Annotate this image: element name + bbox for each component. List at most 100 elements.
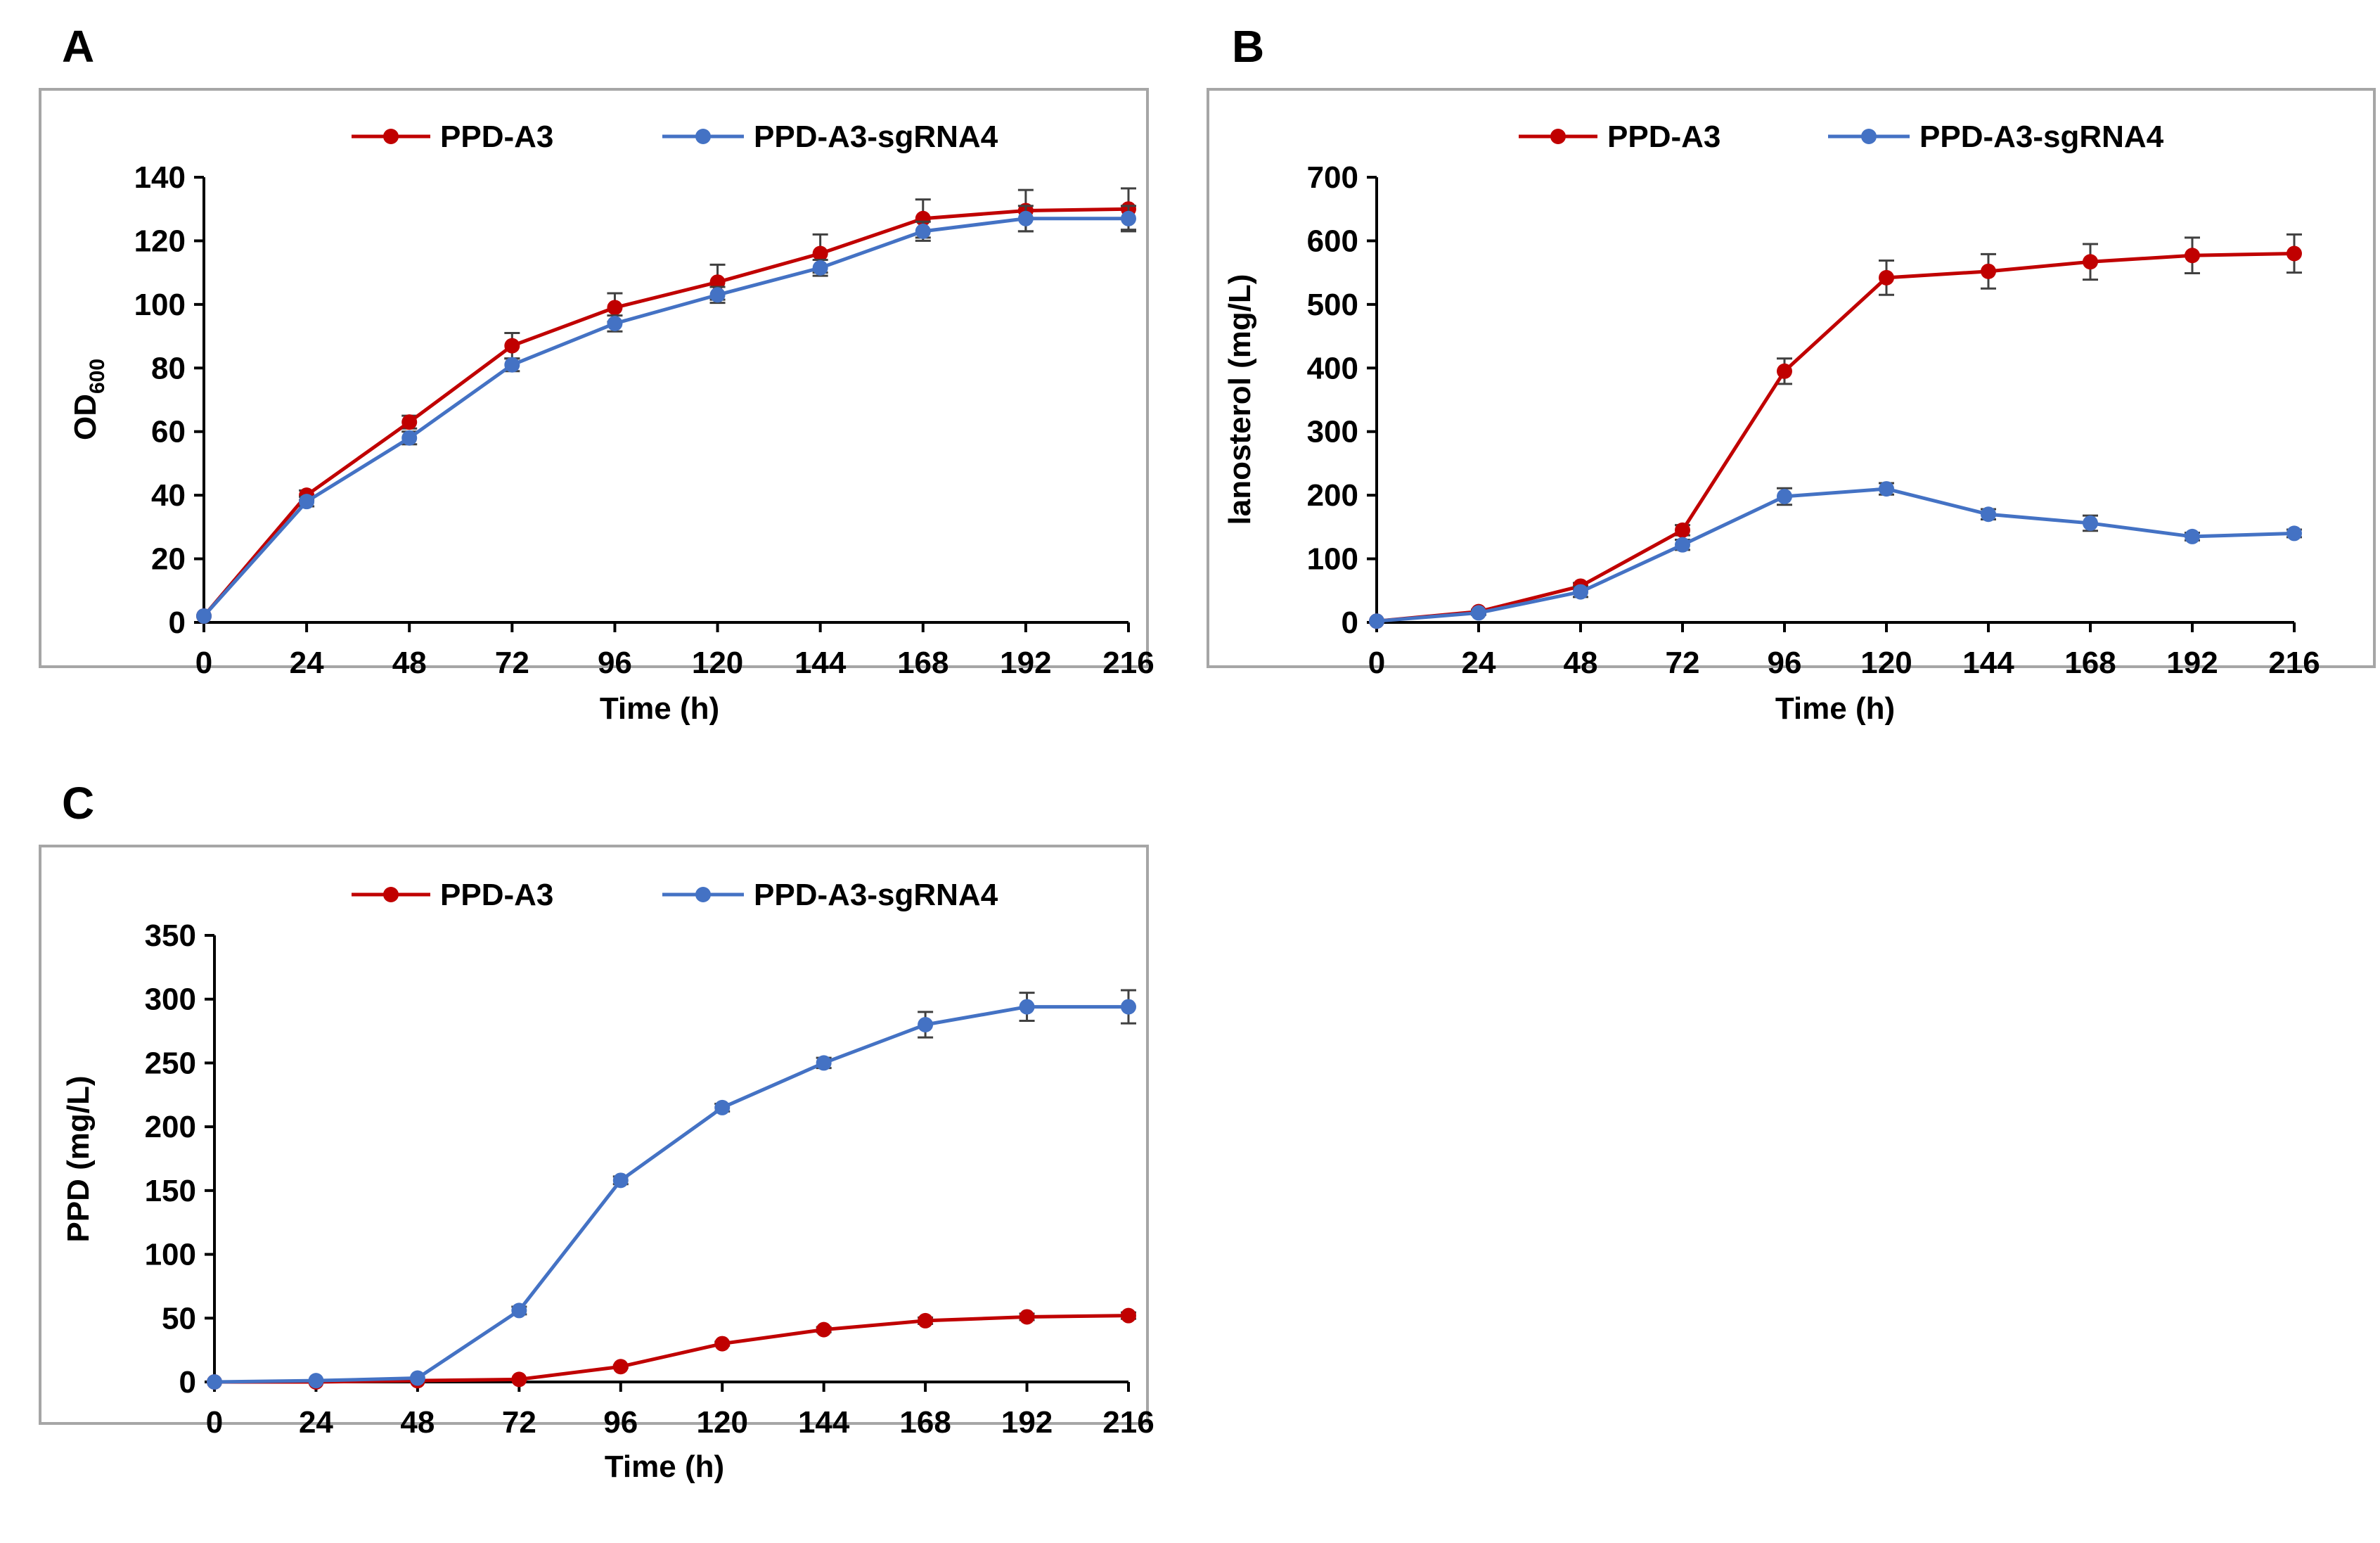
legend-marker <box>383 129 399 144</box>
x-axis-title: Time (h) <box>1775 691 1895 726</box>
y-tick-label: 0 <box>179 1365 196 1400</box>
data-point <box>1573 584 1588 600</box>
data-point <box>1879 269 1894 286</box>
data-point <box>714 1099 731 1115</box>
series-PPD-A3-sgRNA4 <box>196 205 1136 624</box>
y-axis-title: OD600 <box>68 359 109 440</box>
x-tick-label: 144 <box>795 646 847 680</box>
legend: PPD-A3 PPD-A3-sgRNA4 <box>352 878 998 912</box>
x-tick-label: 216 <box>2268 646 2320 680</box>
series-PPD-A3-sgRNA4 <box>207 989 1136 1390</box>
y-tick-label: 350 <box>145 918 196 953</box>
x-tick-label: 24 <box>299 1405 333 1440</box>
series-line <box>202 207 1129 617</box>
data-point <box>504 357 520 373</box>
legend-label: PPD-A3 <box>440 878 553 912</box>
panel-label: C <box>62 778 94 828</box>
y-axis-title: lanosterol (mg/L) <box>1223 274 1257 525</box>
x-tick-label: 48 <box>1564 646 1598 680</box>
data-point <box>299 494 315 510</box>
legend-label: PPD-A3-sgRNA4 <box>754 120 998 154</box>
data-point <box>714 1336 731 1352</box>
data-point <box>1471 605 1486 621</box>
y-tick-label: 100 <box>134 288 186 322</box>
data-point <box>709 287 726 303</box>
x-tick-label: 72 <box>1666 646 1700 680</box>
data-point <box>1121 210 1136 226</box>
chart-frame <box>39 88 1149 668</box>
x-tick-label: 168 <box>897 646 948 680</box>
data-point <box>2286 245 2302 262</box>
data-point <box>607 315 623 331</box>
y-tick-label: 200 <box>1307 478 1358 513</box>
data-point <box>812 245 828 262</box>
series-line <box>214 1005 1128 1384</box>
y-tick-label: 80 <box>151 351 186 385</box>
data-point <box>1675 522 1690 538</box>
data-point <box>1981 506 1996 523</box>
legend-label: PPD-A3-sgRNA4 <box>1919 120 2164 154</box>
y-tick-label: 500 <box>1307 288 1358 322</box>
x-tick-label: 72 <box>495 646 529 680</box>
data-point <box>816 1055 832 1071</box>
y-tick-label: 400 <box>1307 351 1358 385</box>
data-point <box>2083 515 2098 531</box>
series-line <box>1376 252 2295 623</box>
data-point <box>2083 254 2098 270</box>
panel-label: B <box>1232 21 1264 72</box>
x-tick-label: 0 <box>1368 646 1385 680</box>
y-tick-label: 200 <box>145 1110 196 1144</box>
series-line <box>1376 487 2295 623</box>
data-point <box>504 338 520 354</box>
y-tick-label: 150 <box>145 1174 196 1208</box>
legend: PPD-A3 PPD-A3-sgRNA4 <box>1519 120 2164 154</box>
y-axis-title-subscript: 600 <box>86 359 109 394</box>
y-tick-label: 140 <box>134 160 186 195</box>
x-tick-label: 48 <box>392 646 427 680</box>
y-tick-label: 300 <box>145 982 196 1017</box>
y-tick-label: 0 <box>169 606 186 640</box>
chart-frame <box>1207 88 2376 668</box>
x-tick-label: 216 <box>1102 646 1154 680</box>
series-line <box>214 1314 1129 1384</box>
y-tick-label: 60 <box>151 415 186 449</box>
x-tick-label: 168 <box>899 1405 951 1440</box>
legend-marker <box>695 129 711 144</box>
data-point <box>308 1373 324 1389</box>
legend-marker <box>1550 129 1566 144</box>
data-point <box>915 223 931 239</box>
x-tick-label: 120 <box>1860 646 1912 680</box>
chart-panel-B: B 0 100 200 300 400 500 600 700 0 24 48 72 96 120 144 16… <box>1207 21 2376 726</box>
x-tick-label: 0 <box>206 1405 223 1440</box>
data-point <box>612 1172 629 1189</box>
chart-panel-A: A 0 20 40 60 80 100 120 140 0 24 48 72 96 120 144 168 192… <box>39 21 1154 726</box>
data-point <box>511 1371 527 1388</box>
y-tick-label: 50 <box>162 1301 196 1336</box>
data-point <box>1777 488 1792 504</box>
legend: PPD-A3 PPD-A3-sgRNA4 <box>352 120 998 154</box>
y-tick-label: 120 <box>134 224 186 258</box>
legend-label: PPD-A3 <box>440 120 553 154</box>
y-axis-title-text: PPD (mg/L) <box>61 1075 96 1242</box>
data-point <box>918 1017 934 1032</box>
legend-marker <box>695 887 711 902</box>
data-point <box>816 1321 832 1338</box>
y-tick-label: 700 <box>1307 160 1358 195</box>
data-point <box>1121 1307 1136 1324</box>
legend-label: PPD-A3-sgRNA4 <box>754 878 998 912</box>
series-PPD-A3-sgRNA4 <box>1369 481 2302 629</box>
y-tick-label: 40 <box>151 478 186 513</box>
x-tick-label: 0 <box>195 646 212 680</box>
data-point <box>1019 1309 1035 1325</box>
x-tick-label: 120 <box>697 1405 748 1440</box>
data-point <box>1981 263 1996 279</box>
data-point <box>1369 613 1384 629</box>
x-tick-label: 72 <box>502 1405 536 1440</box>
x-tick-label: 144 <box>798 1405 850 1440</box>
x-axis-title: Time (h) <box>605 1449 724 1484</box>
y-tick-label: 100 <box>1307 542 1358 577</box>
y-axis-title-text: OD <box>68 394 103 440</box>
data-point <box>511 1302 527 1319</box>
x-tick-label: 216 <box>1102 1405 1154 1440</box>
